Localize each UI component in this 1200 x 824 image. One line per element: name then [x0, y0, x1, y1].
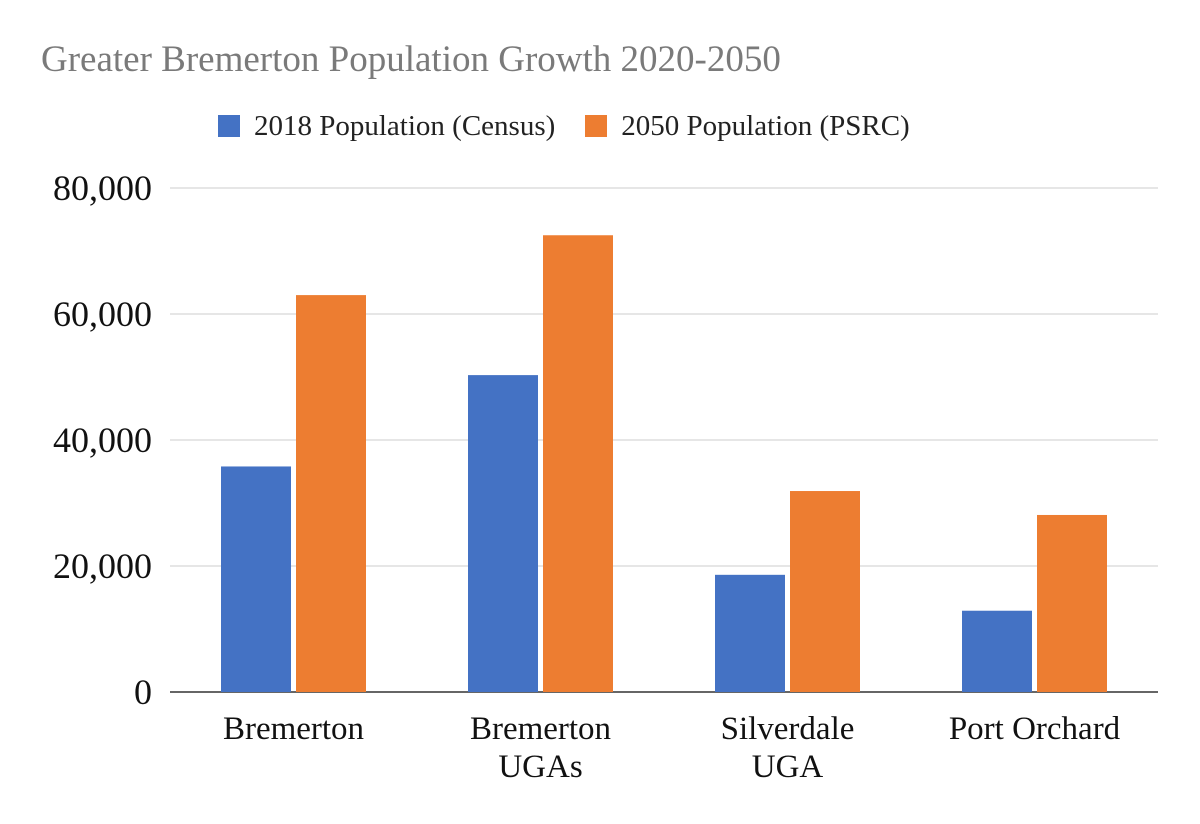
legend-label-2050: 2050 Population (PSRC) — [621, 109, 910, 142]
x-tick-label: Bremerton UGAs — [470, 711, 611, 785]
x-tick-label-line: UGAs — [498, 749, 582, 785]
bar-2050 — [543, 235, 613, 692]
legend-swatch-2018 — [218, 115, 240, 137]
legend-label-2018: 2018 Population (Census) — [254, 109, 556, 142]
bar-2050 — [790, 491, 860, 692]
x-tick-label-line: Port Orchard — [949, 711, 1121, 747]
y-tick-label: 20,000 — [53, 546, 152, 586]
x-tick-label-line: Bremerton — [223, 711, 364, 747]
legend: 2018 Population (Census) 2050 Population… — [218, 106, 940, 146]
legend-item-2018: 2018 Population (Census) — [218, 110, 555, 143]
legend-item-2050: 2050 Population (PSRC) — [585, 109, 910, 143]
x-tick-label-line: Bremerton — [470, 711, 611, 747]
y-tick-label: 80,000 — [53, 168, 152, 208]
bar-2018 — [715, 574, 785, 692]
x-tick-label: Silverdale UGA — [721, 711, 855, 785]
y-tick-label: 0 — [134, 672, 152, 712]
x-tick-label-line: UGA — [752, 749, 824, 785]
bar-2018 — [468, 375, 538, 692]
y-tick-label: 40,000 — [53, 420, 152, 460]
x-tick-label-line: Silverdale — [721, 711, 855, 747]
x-tick-label: Bremerton — [223, 711, 364, 747]
chart-title: Greater Bremerton Population Growth 2020… — [41, 39, 781, 80]
x-tick-label: Port Orchard — [949, 711, 1121, 747]
bar-2018 — [221, 466, 291, 692]
y-tick-label: 60,000 — [53, 294, 152, 334]
bar-2050 — [296, 295, 366, 692]
bar-2050 — [1037, 514, 1107, 692]
bar-2018 — [962, 610, 1032, 692]
legend-swatch-2050 — [585, 115, 608, 137]
